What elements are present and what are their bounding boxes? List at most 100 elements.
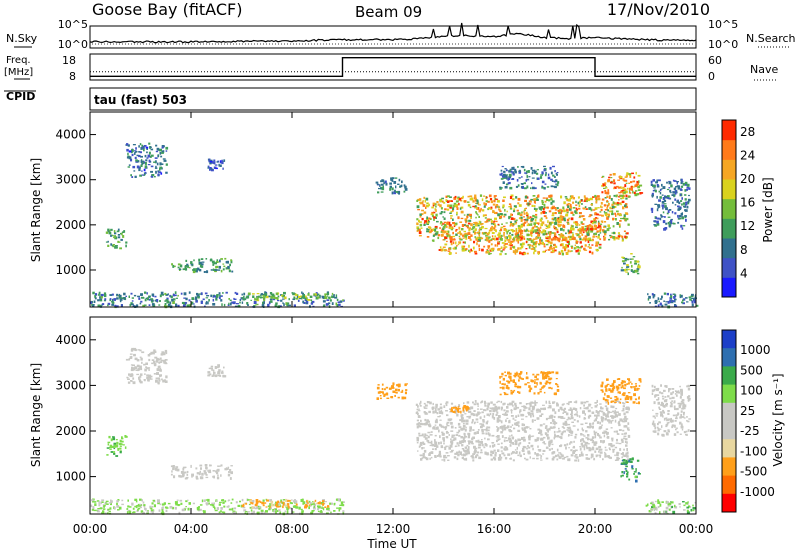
heatmap-cell xyxy=(521,418,524,420)
heatmap-cell xyxy=(248,503,251,506)
heatmap-cell xyxy=(583,200,586,202)
heatmap-cell xyxy=(474,228,477,231)
heatmap-cell xyxy=(131,502,134,506)
heatmap-cell xyxy=(422,447,425,449)
heatmap-cell xyxy=(151,303,155,306)
heatmap-cell xyxy=(625,194,628,198)
heatmap-cell xyxy=(670,392,673,396)
heatmap-cell xyxy=(557,237,561,241)
heatmap-cell xyxy=(485,200,488,203)
heatmap-cell xyxy=(490,206,493,210)
heatmap-cell xyxy=(109,294,113,296)
heatmap-cell xyxy=(306,301,309,304)
heatmap-cell xyxy=(536,411,539,413)
heatmap-cell xyxy=(636,387,639,391)
heatmap-cell xyxy=(571,246,573,249)
heatmap-cell xyxy=(604,182,607,185)
heatmap-cell xyxy=(502,247,505,249)
heatmap-cell xyxy=(394,177,398,179)
heatmap-cell xyxy=(574,455,576,458)
heatmap-cell xyxy=(486,196,488,199)
heatmap-cell xyxy=(330,511,332,514)
heatmap-cell xyxy=(567,229,570,233)
heatmap-cell xyxy=(497,438,501,440)
y-tick-label: 3000 xyxy=(55,173,86,187)
heatmap-cell xyxy=(681,203,683,206)
heatmap-cell xyxy=(239,299,242,301)
heatmap-cell xyxy=(213,371,216,374)
heatmap-cell xyxy=(511,172,513,174)
heatmap-cell xyxy=(159,374,162,377)
heatmap-cell xyxy=(460,200,463,202)
heatmap-cell xyxy=(155,359,159,363)
heatmap-cell xyxy=(211,503,215,507)
power-colorbar-label: Power [dB] xyxy=(761,177,775,242)
heatmap-cell xyxy=(262,504,265,507)
heatmap-cell xyxy=(561,403,564,406)
heatmap-cell xyxy=(569,207,572,211)
heatmap-cell xyxy=(576,411,578,413)
heatmap-cell xyxy=(527,213,529,216)
heatmap-cell xyxy=(546,433,549,437)
heatmap-cell xyxy=(513,208,516,211)
heatmap-cell xyxy=(167,293,169,296)
heatmap-cell xyxy=(220,161,224,164)
heatmap-cell xyxy=(119,439,122,443)
heatmap-cell xyxy=(602,397,605,401)
heatmap-cell xyxy=(530,187,532,190)
heatmap-cell xyxy=(529,201,532,203)
heatmap-cell xyxy=(611,213,613,215)
heatmap-cell xyxy=(480,449,483,452)
heatmap-cell xyxy=(175,466,179,468)
heatmap-cell xyxy=(492,227,494,229)
heatmap-cell xyxy=(269,503,272,506)
heatmap-cell xyxy=(149,376,152,379)
heatmap-cell xyxy=(221,258,223,261)
heatmap-cell xyxy=(636,193,640,196)
heatmap-cell xyxy=(665,385,668,388)
heatmap-cell xyxy=(542,441,545,444)
heatmap-cell xyxy=(156,372,159,375)
heatmap-cell xyxy=(503,173,506,177)
heatmap-cell xyxy=(212,298,215,302)
heatmap-cell xyxy=(593,430,596,433)
heatmap-cell xyxy=(200,292,203,295)
heatmap-cell xyxy=(617,232,620,234)
heatmap-cell xyxy=(677,208,680,211)
heatmap-cell xyxy=(148,368,150,371)
heatmap-cell xyxy=(451,200,453,202)
heatmap-cell xyxy=(601,390,604,393)
heatmap-cell xyxy=(589,228,592,231)
heatmap-cell xyxy=(422,441,425,444)
heatmap-cell xyxy=(622,429,625,432)
heatmap-cell xyxy=(154,295,157,298)
heatmap-cell xyxy=(477,446,481,449)
heatmap-cell xyxy=(486,232,490,236)
heatmap-cell xyxy=(203,271,206,273)
heatmap-cell xyxy=(620,462,623,465)
heatmap-cell xyxy=(497,205,500,209)
heatmap-cell xyxy=(528,238,531,241)
heatmap-cell xyxy=(399,185,402,188)
heatmap-cell xyxy=(443,238,446,241)
heatmap-cell xyxy=(419,416,421,418)
heatmap-cell xyxy=(550,244,552,247)
heatmap-cell xyxy=(519,454,522,458)
heatmap-cell xyxy=(634,388,637,391)
heatmap-cell xyxy=(151,301,154,303)
heatmap-cell xyxy=(548,405,552,408)
heatmap-cell xyxy=(503,426,507,429)
heatmap-cell xyxy=(608,443,611,445)
heatmap-cell xyxy=(604,446,607,449)
heatmap-cell xyxy=(302,294,305,297)
heatmap-cell xyxy=(437,236,440,240)
heatmap-cell xyxy=(500,446,503,449)
heatmap-cell xyxy=(496,401,498,404)
heatmap-cell xyxy=(180,502,183,505)
heatmap-cell xyxy=(434,420,438,424)
heatmap-cell xyxy=(525,248,528,250)
heatmap-cell xyxy=(501,187,503,189)
heatmap-cell xyxy=(625,462,628,465)
heatmap-cell xyxy=(442,223,445,225)
heatmap-cell xyxy=(287,505,290,509)
